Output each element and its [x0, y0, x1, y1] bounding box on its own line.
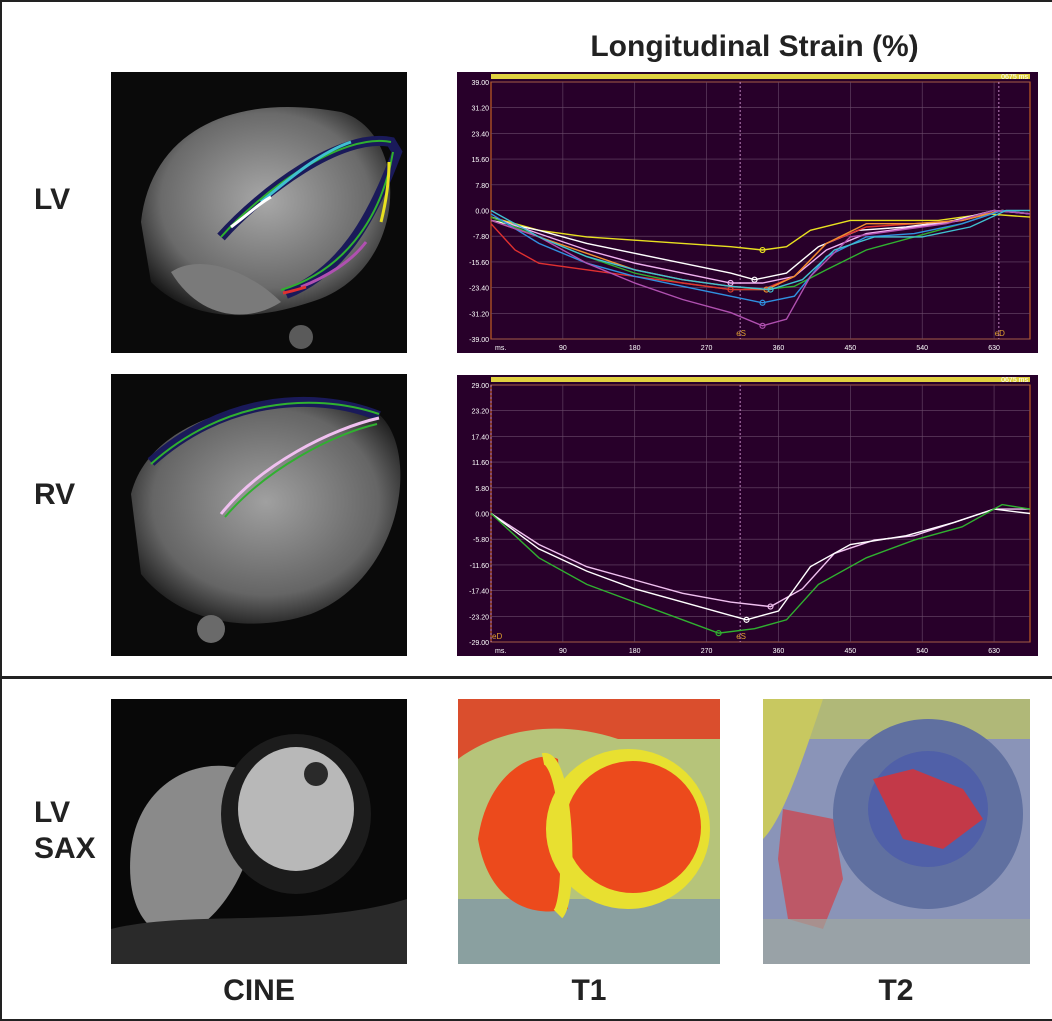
rv-chart-time-label: 0675 ms [1001, 377, 1028, 384]
column-label-cine: CINE [223, 974, 295, 1007]
rv-chart-y-tick-label: -17.40 [469, 589, 489, 596]
lv-chart-y-tick-label: -39.00 [469, 337, 489, 344]
lv-chart-series-peak-point [759, 322, 766, 329]
rv-chart-y-tick-label: 0.00 [475, 512, 489, 519]
sax-cine-image [111, 699, 407, 964]
figure-title: Longitudinal Strain (%) [590, 30, 919, 63]
rv-chart-time-bar [491, 377, 1030, 382]
lv-chart-series-line [490, 209, 1031, 304]
lv-chart-series-peak-point [759, 246, 766, 254]
lv-chart-x-tick-label: 450 [844, 345, 856, 352]
lv-chart-x-tick-label: 540 [916, 345, 928, 352]
rv-chart-y-tick-label: 29.00 [471, 383, 489, 390]
row-label-sax-line2: SAX [34, 832, 96, 865]
rv-chart-x-tick-label: 540 [916, 648, 928, 655]
rv-chart-series-line [490, 508, 1031, 621]
column-label-t2: T2 [878, 974, 914, 1007]
rv-chart-x-tick-label: 630 [988, 648, 1000, 655]
lv-chart-x-tick-label: 90 [559, 345, 567, 352]
lv-chart-series-peak-point [727, 286, 734, 293]
rv-chart-x-tick-label: 180 [629, 648, 641, 655]
lv-chart-y-tick-label: -15.60 [469, 260, 489, 267]
lv-chart-series-line [490, 213, 1031, 251]
rv-chart-series-line [490, 503, 1031, 634]
rv-chart-y-tick-label: 17.40 [471, 434, 489, 441]
rv-chart-y-tick-label: 23.20 [471, 409, 489, 416]
row-label-sax-line1: LV [34, 796, 71, 829]
lv-chart-series-peak-point [751, 276, 758, 283]
rv-chart-x-tick-label: 90 [559, 648, 567, 655]
rv-chart-y-tick-label: -11.60 [470, 563, 489, 570]
row-label-rv: RV [34, 478, 76, 511]
rv-chart-x-axis-label: ms. [495, 648, 506, 655]
lv-chart-y-tick-label: 7.80 [475, 183, 489, 190]
lv-chart-marker-label: eS [736, 329, 746, 338]
lv-chart-y-tick-label: 0.00 [475, 209, 489, 216]
lv-chart-x-tick-label: 180 [629, 345, 641, 352]
lv-chart-x-tick-label: 270 [701, 345, 713, 352]
rv-chart-series-peak-point [743, 616, 750, 623]
rv-cine-image [111, 374, 407, 656]
lv-strain-chart: 0675 ms 39.00 31.20 23.40 15.60 7.80 0.00 -7.80… [457, 72, 1038, 353]
lv-chart-series-line [490, 209, 1030, 291]
rv-chart-x-tick-label: 270 [701, 648, 713, 655]
section-divider [0, 676, 1052, 679]
lv-chart-marker-label: eD [995, 329, 1005, 338]
lv-chart-y-tick-label: 23.40 [471, 131, 489, 138]
lv-chart-series-peak-point [727, 279, 734, 287]
rv-chart-y-tick-label: -29.00 [469, 640, 489, 647]
rv-strain-chart: 0675 ms 29.00 23.20 17.40 11.60 5.80 0.00 -5.80… [457, 375, 1038, 656]
lv-chart-time-label: 0675 ms [1001, 74, 1028, 81]
lv-cine-image [111, 72, 407, 353]
rv-chart-x-tick-label: 360 [773, 648, 785, 655]
lv-chart-y-tick-label: -23.40 [469, 286, 489, 293]
lv-chart-y-tick-label: 39.00 [471, 80, 489, 87]
rv-chart-series-peak-point [715, 630, 722, 637]
lv-chart-series-line [490, 209, 1031, 327]
lv-chart-x-tick-label: 360 [773, 345, 785, 352]
rv-chart-y-tick-label: -23.20 [469, 614, 489, 621]
rv-chart-marker-label: eS [736, 632, 746, 641]
row-label-lv: LV [34, 183, 71, 216]
rv-chart-series-peak-point [767, 603, 774, 610]
lv-chart-y-tick-label: 31.20 [471, 106, 489, 113]
t1-map-image [458, 699, 720, 964]
column-label-t1: T1 [571, 974, 607, 1007]
lv-chart-y-tick-label: -7.80 [473, 234, 489, 241]
rv-chart-y-tick-label: 11.60 [472, 460, 489, 467]
lv-chart-time-bar [491, 74, 1030, 79]
lv-chart-y-tick-label: 15.60 [471, 157, 489, 164]
t2-map-image [763, 699, 1030, 964]
lv-chart-y-tick-label: -31.20 [469, 311, 489, 318]
rv-chart-x-tick-label: 450 [844, 648, 856, 655]
rv-chart-marker-label: eD [492, 632, 502, 641]
lv-chart-series-peak-point [759, 299, 766, 306]
lv-chart-series-peak-point [767, 286, 774, 293]
lv-chart-x-tick-label: 630 [988, 345, 1000, 352]
lv-chart-x-axis-label: ms. [495, 345, 506, 352]
rv-chart-y-tick-label: -5.80 [473, 537, 489, 544]
rv-chart-y-tick-label: 5.80 [475, 486, 489, 493]
